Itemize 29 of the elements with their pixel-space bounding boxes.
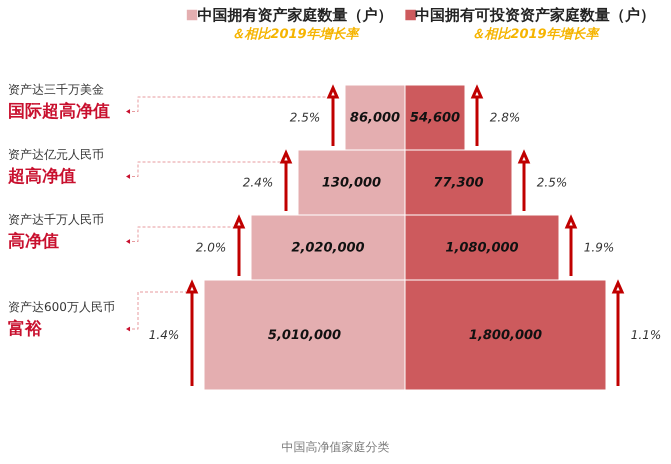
data-label: 1,800,000 [468, 328, 542, 343]
data-label: 77,300 [433, 176, 484, 190]
data-label: 2.8% [490, 110, 520, 124]
data-label: 86,000 [350, 110, 400, 126]
data-label: 2.5% [536, 176, 568, 190]
text: 资产达千万人民币 [8, 212, 104, 226]
data-label: 130,000 [322, 176, 382, 190]
data-label: 1.9% [584, 240, 614, 254]
text: ＆相比2019年增长率 [231, 26, 361, 42]
legend-label: 中国拥有资产家庭数量（户） [198, 6, 392, 24]
text: ＆相比2019年增长率 [471, 26, 601, 42]
category-label: 国际超高净值 [8, 102, 110, 122]
text: 资产达600万人民币 [8, 300, 115, 314]
category-label: 高净值 [8, 232, 59, 252]
text: 资产达亿元人民币 [8, 148, 104, 162]
data-label: 5,010,000 [268, 328, 342, 343]
data-label: 1,080,000 [445, 240, 519, 256]
data-label: 2.4% [242, 176, 274, 190]
text: 中国高净值家庭分类 [282, 440, 390, 454]
legend-label: 中国拥有可投资资产家庭数量（户） [415, 6, 655, 24]
text: 资产达三千万美金 [8, 82, 104, 96]
data-label: 2.5% [290, 110, 320, 124]
category-label: 超高净值 [7, 166, 76, 186]
category-label: 富裕 [8, 319, 43, 339]
data-label: 1.1% [630, 328, 662, 342]
data-label: 54,600 [410, 110, 460, 126]
data-label: 1.4% [148, 328, 180, 342]
data-label: 2,020,000 [291, 240, 365, 256]
data-label: 2.0% [196, 240, 226, 254]
